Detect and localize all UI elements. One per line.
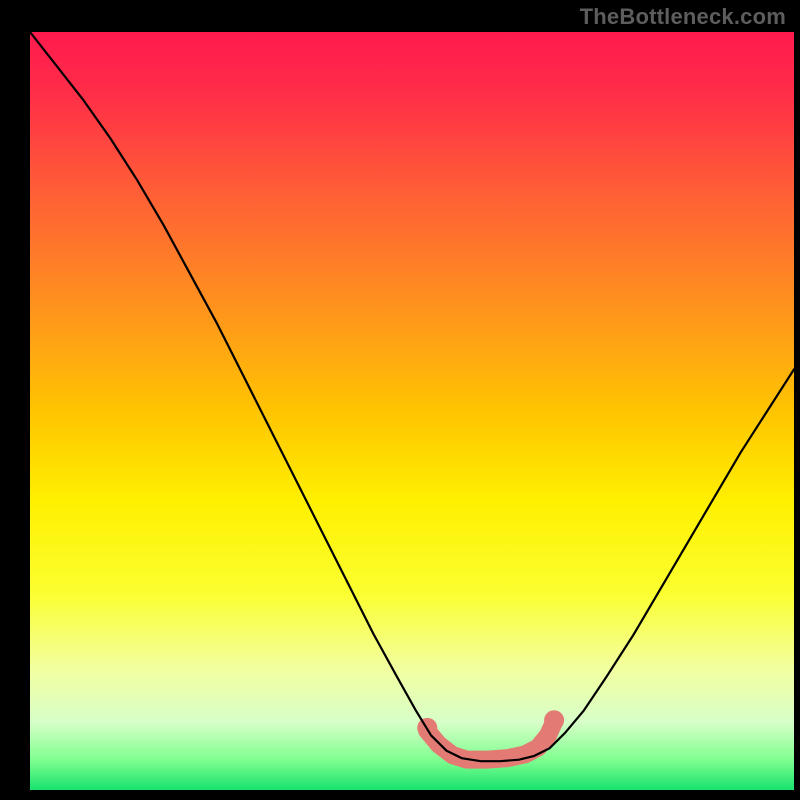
highlight-end-blob bbox=[544, 710, 564, 730]
chart-frame: TheBottleneck.com bbox=[0, 0, 800, 800]
chart-svg bbox=[0, 0, 800, 800]
plot-background bbox=[30, 32, 794, 790]
